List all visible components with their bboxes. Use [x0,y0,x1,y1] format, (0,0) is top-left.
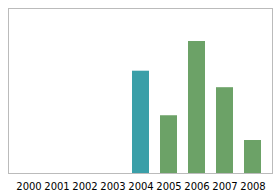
svg-text:2006: 2006 [184,181,209,192]
svg-text:2000: 2000 [16,181,41,192]
svg-text:2001: 2001 [44,181,69,192]
svg-text:2004: 2004 [128,181,153,192]
svg-text:2005: 2005 [156,181,181,192]
svg-text:2003: 2003 [100,181,125,192]
svg-text:2007: 2007 [212,181,237,192]
svg-text:2002: 2002 [72,181,97,192]
svg-text:2008: 2008 [240,181,265,192]
